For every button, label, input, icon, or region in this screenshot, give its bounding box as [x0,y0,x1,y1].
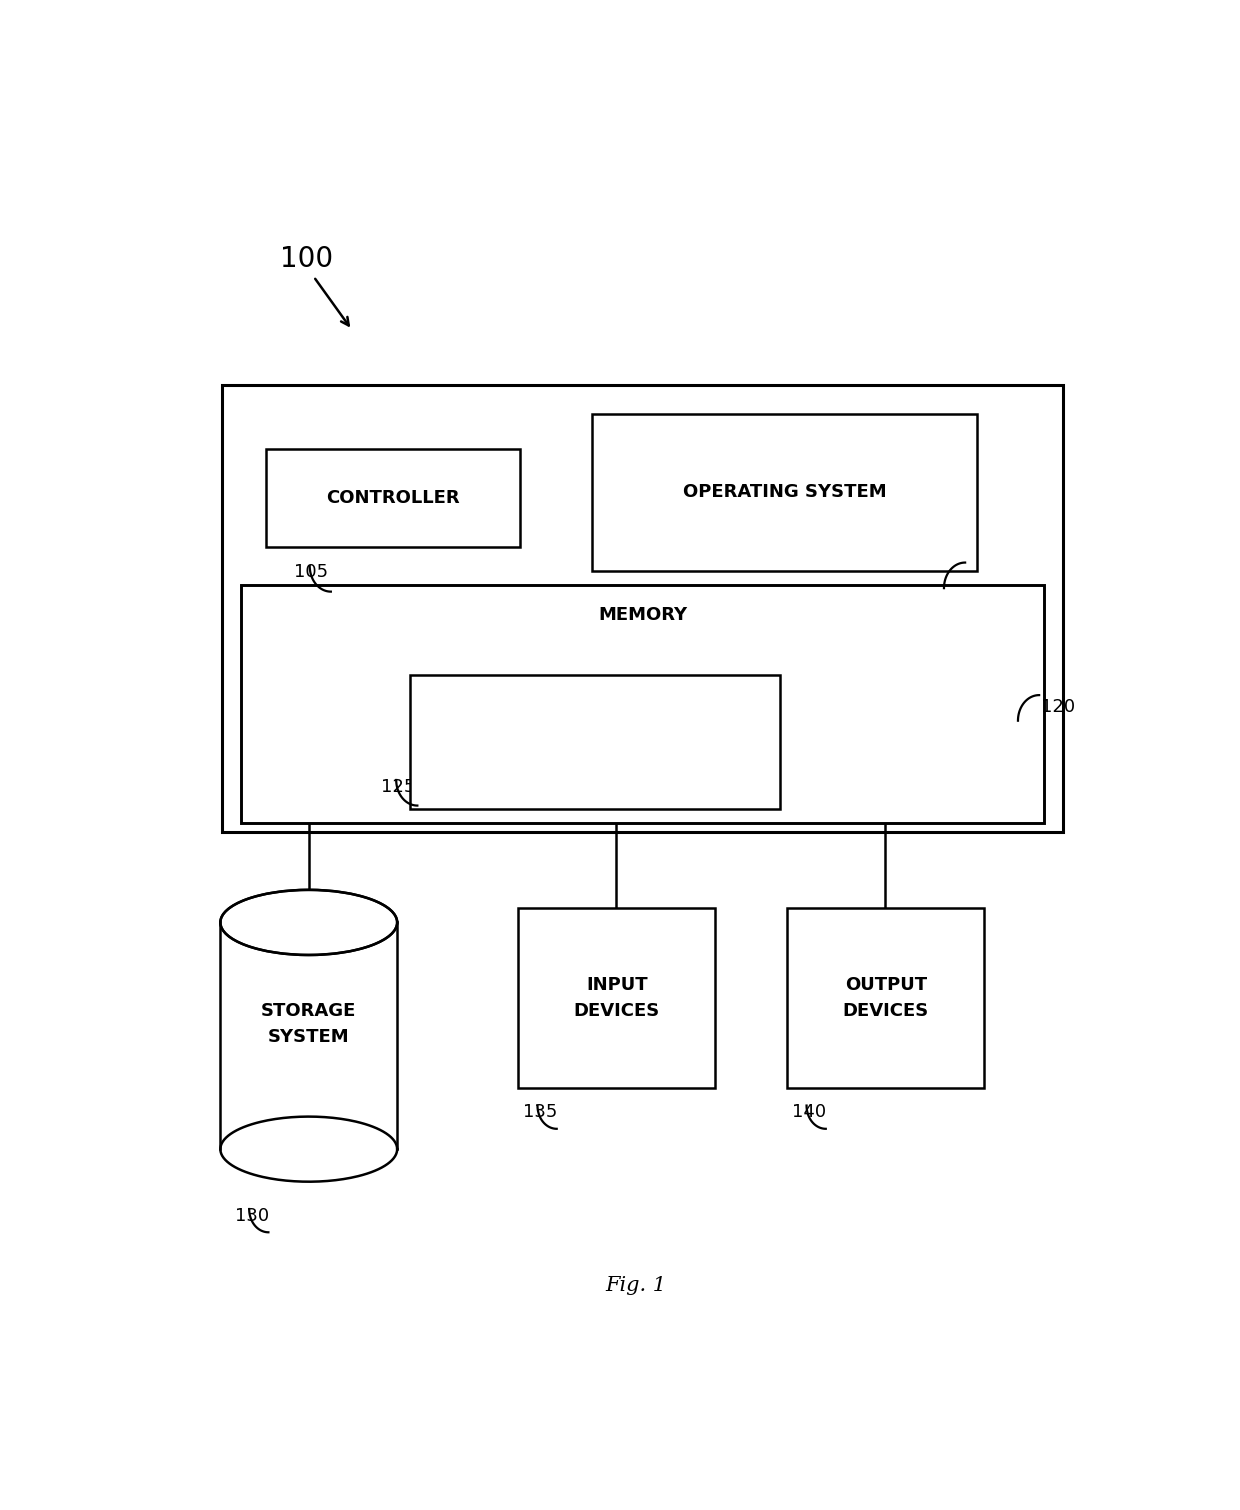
Text: OPERATING SYSTEM: OPERATING SYSTEM [683,483,887,501]
Text: CONTROLLER: CONTROLLER [326,489,460,507]
Bar [265,448,521,548]
Text: 115: 115 [967,584,1001,602]
Text: 140: 140 [792,1104,826,1122]
Text: 135: 135 [523,1104,558,1122]
Text: 100: 100 [280,245,334,273]
Text: 120: 120 [1042,698,1075,716]
Bar [242,584,1044,823]
Bar [787,908,985,1089]
Text: INPUT
DEVICES: INPUT DEVICES [574,975,660,1021]
Text: OUTPUT
DEVICES: OUTPUT DEVICES [843,975,929,1021]
Text: STORAGE
SYSTEM: STORAGE SYSTEM [262,1003,356,1046]
Bar [518,908,715,1089]
Text: 125: 125 [381,778,415,796]
Ellipse shape [221,889,397,954]
Text: 130: 130 [234,1206,269,1225]
Bar [222,385,1063,832]
Text: 105: 105 [294,563,329,580]
Bar [593,414,977,571]
Text: Fig. 1: Fig. 1 [605,1276,666,1296]
Text: MEMORY: MEMORY [598,606,687,624]
Bar [409,675,780,809]
Polygon shape [221,923,397,1149]
Text: EXECUTABLE CODE: EXECUTABLE CODE [500,734,689,750]
